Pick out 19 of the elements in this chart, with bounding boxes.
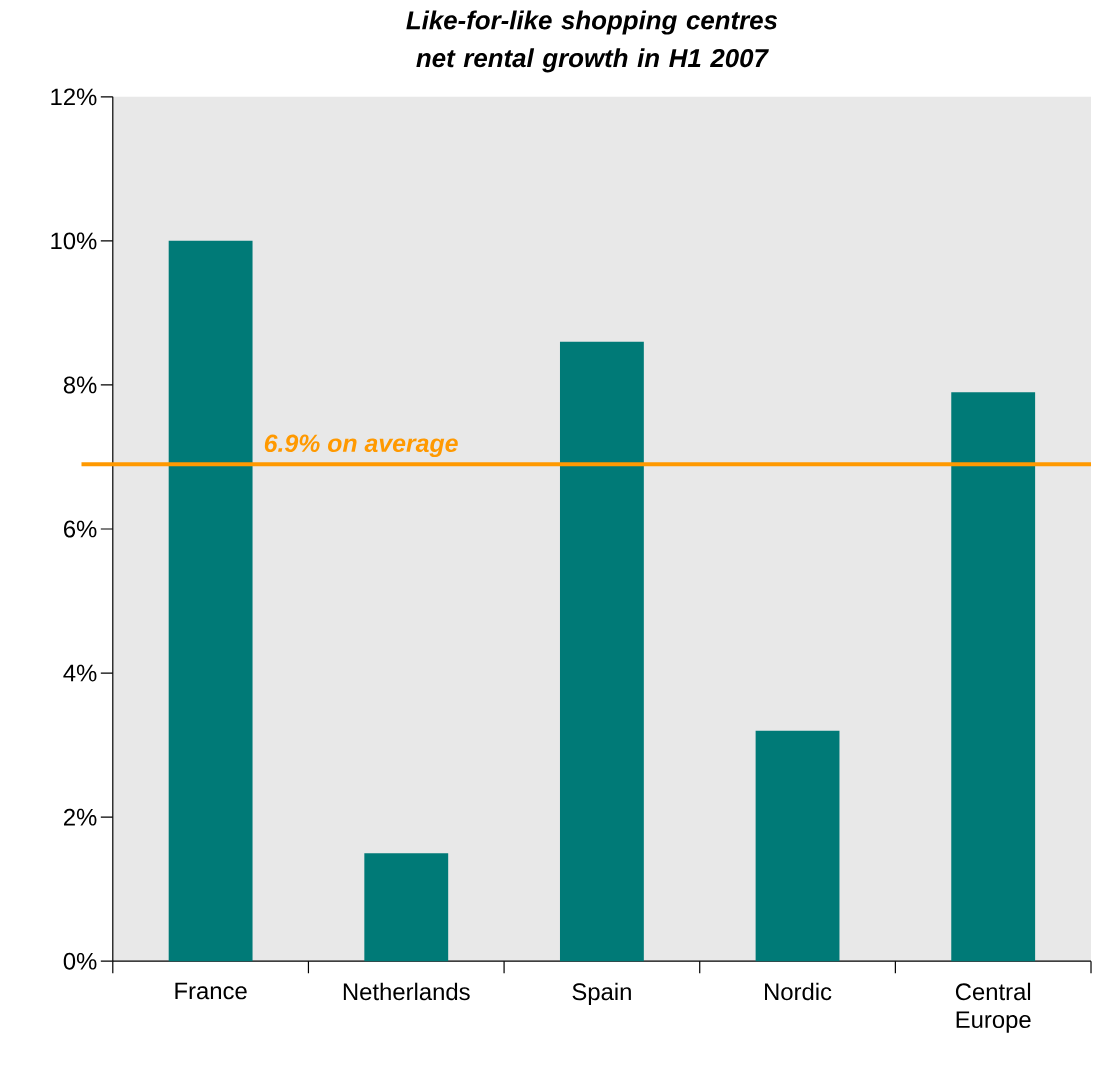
y-tick-label: 10% (51, 232, 97, 250)
x-tick-label: Netherlands (343, 982, 470, 1001)
x-tick-label: Nordic (765, 982, 832, 1001)
ref-line-label: 6.9% on average (264, 434, 458, 457)
bar (364, 853, 449, 962)
y-tick-label: 12% (51, 88, 97, 106)
y-tick-label: 0% (63, 952, 97, 970)
bar (559, 341, 644, 962)
x-tick-label: Central Europe (955, 982, 1031, 1033)
bar (168, 240, 253, 962)
x-tick-label: Spain (572, 982, 631, 1005)
x-tick-label: France (175, 982, 247, 1000)
y-tick-label: 8% (63, 376, 97, 394)
y-tick-label: 2% (64, 808, 97, 826)
chart-title: Like-for-like shopping centres net rental growth in H1 2007 (406, 10, 778, 73)
y-tick-label: 6% (64, 520, 97, 538)
y-tick-label: 4% (63, 664, 97, 682)
bar (755, 730, 840, 962)
bar (951, 392, 1036, 962)
